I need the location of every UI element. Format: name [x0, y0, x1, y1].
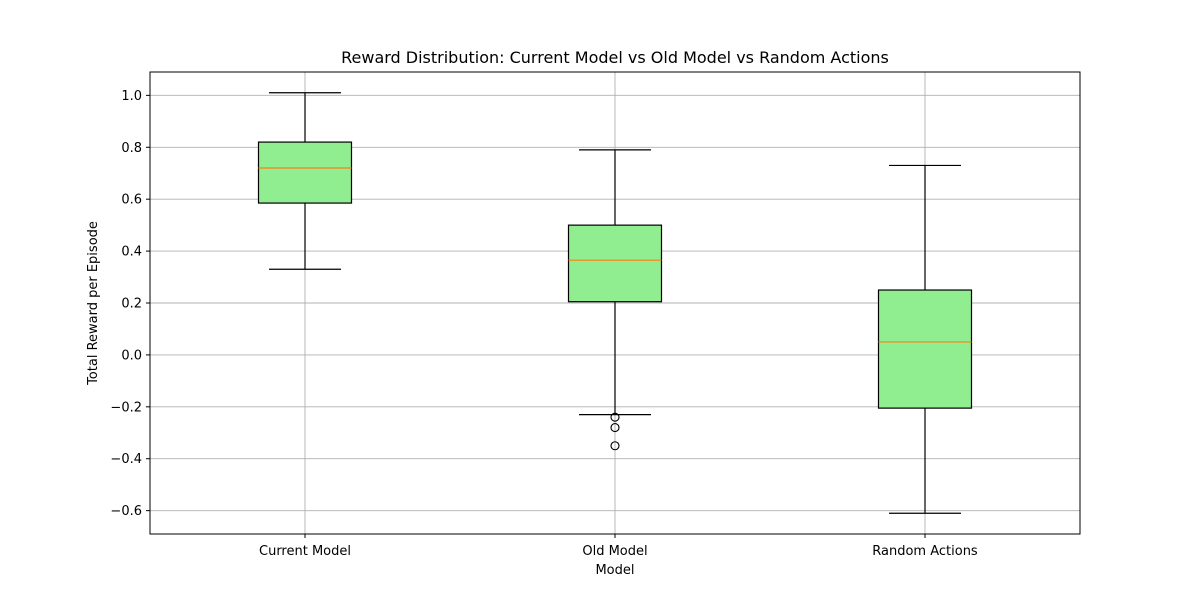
- iqr-box: [257, 141, 353, 204]
- y-tick-label: −0.6: [110, 504, 142, 519]
- iqr-box: [877, 289, 973, 409]
- y-tick-label: 0.8: [121, 141, 142, 156]
- x-tick-label: Current Model: [259, 544, 351, 559]
- y-tick-label: −0.4: [110, 452, 142, 467]
- y-tick-label: 0.2: [121, 297, 142, 312]
- y-tick-label: −0.2: [110, 400, 142, 415]
- iqr-box: [567, 224, 663, 303]
- x-tick-label: Random Actions: [872, 544, 978, 559]
- outlier-point: [610, 412, 620, 422]
- y-tick-label: 0.4: [121, 245, 142, 260]
- x-axis-label: Model: [595, 563, 634, 578]
- outlier-point: [610, 441, 620, 451]
- y-tick-label: 0.0: [121, 348, 142, 363]
- box-group: [877, 164, 973, 514]
- y-axis-label: Total Reward per Episode: [86, 221, 101, 386]
- chart-title: Reward Distribution: Current Model vs Ol…: [341, 48, 889, 67]
- x-tick-label: Old Model: [582, 544, 647, 559]
- outlier-point: [610, 423, 620, 433]
- box-group: [257, 92, 353, 270]
- box-group: [567, 149, 663, 451]
- axis-ticks: −0.6 −0.4 −0.2 0.0 0.2 0.4 0.6 0.8 1.0 Current Mo…: [110, 89, 978, 559]
- boxes-layer: [257, 92, 973, 514]
- y-tick-label: 0.6: [121, 193, 142, 208]
- y-tick-label: 1.0: [121, 89, 142, 104]
